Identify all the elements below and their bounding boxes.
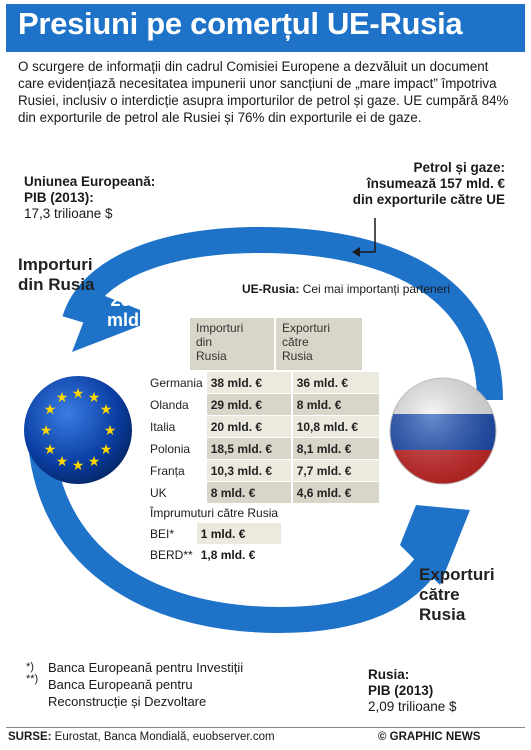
table-row: Olanda 29 mld. €8 mld. €	[146, 393, 379, 416]
svg-text:★: ★	[72, 458, 85, 474]
divider	[6, 727, 525, 728]
partners-table-header: Importuri din Rusia Exporturi către Rusi…	[190, 318, 362, 370]
exports-value: 8,1 mld. €	[290, 437, 379, 460]
svg-text:★: ★	[88, 454, 101, 470]
col1-line2: din	[196, 335, 213, 349]
loan-bank: BEI*	[150, 526, 175, 541]
country: Franța	[146, 459, 207, 482]
loan-amount: 1 mld. €	[196, 523, 281, 544]
svg-text:★: ★	[44, 442, 57, 458]
title-bar	[6, 4, 525, 52]
partners-title: UE-Rusia: Cei mai importanți parteneri	[242, 282, 450, 297]
eu-gdp-label: PIB (2013):	[24, 190, 94, 205]
svg-text:★: ★	[56, 454, 69, 470]
svg-text:★: ★	[44, 402, 57, 418]
loans-table: BEI* 1 mld. € BERD** 1,8 mld. €	[146, 523, 281, 565]
partners-title-bold: UE-Rusia:	[242, 282, 300, 296]
sources-text: Eurostat, Banca Mondială, euobserver.com	[51, 731, 275, 743]
footnote-marker-2: **)	[26, 673, 39, 685]
loan-row: BERD** 1,8 mld. €	[146, 544, 281, 565]
svg-text:★: ★	[88, 390, 101, 406]
footnote-line2: Banca Europeană pentru	[48, 677, 193, 692]
imports-value: 20 mld. €	[206, 415, 292, 438]
exports-value: 36 mld. €	[290, 372, 379, 394]
oil-gas-line2: însumează 157 mld. €	[366, 176, 505, 191]
exports-value: 4,6 mld. €	[290, 481, 379, 504]
col-exports-header: Exporturi către Rusia	[282, 321, 330, 363]
exports-value: 10,8 mld. €	[290, 415, 379, 438]
col2-line1: Exporturi	[282, 321, 331, 335]
intro-paragraph: O scurgere de informații din cadrul Comi…	[18, 59, 509, 125]
footnote-line1: Banca Europeană pentru Investiții	[48, 660, 244, 675]
exports-value: 8 mld. €	[290, 393, 379, 416]
country: Olanda	[146, 393, 207, 416]
loan-bank: BERD**	[150, 547, 193, 562]
col2-line2: către	[282, 335, 309, 349]
country: UK	[146, 481, 207, 504]
oil-gas-line1: Petrol și gaze:	[413, 160, 505, 175]
oil-gas-info: Petrol și gaze: însumează 157 mld. € din…	[353, 160, 505, 208]
exports-value: 7,7 mld. €	[290, 459, 379, 482]
col-imports-header: Importuri din Rusia	[196, 321, 243, 363]
eu-gdp-value: 17,3 trilioane $	[24, 206, 113, 221]
imports-label-line2: din Rusia	[18, 275, 95, 294]
sources: SURSE: Eurostat, Banca Mondială, euobser…	[8, 731, 275, 743]
imports-label-line1: Importuri	[18, 255, 93, 274]
country: Germania	[146, 372, 207, 394]
country: Polonia	[146, 437, 207, 460]
exports-label: Exporturi către Rusia	[419, 565, 495, 625]
russia-flag-icon	[389, 377, 497, 485]
footnotes: *) **) Banca Europeană pentru Investiții…	[26, 659, 243, 710]
loan-row: BEI* 1 mld. €	[146, 523, 281, 544]
table-row: Germania 38 mld. €36 mld. €	[146, 372, 379, 394]
svg-text:★: ★	[40, 423, 53, 439]
exports-value: 119,8 mld. €	[342, 531, 394, 571]
footnote-marker-1: *)	[26, 661, 34, 673]
imports-value: 10,3 mld. €	[206, 459, 292, 482]
svg-text:★: ★	[56, 390, 69, 406]
table-row: Franța 10,3 mld. €7,7 mld. €	[146, 459, 379, 482]
svg-text:★: ★	[72, 386, 85, 402]
imports-value: 38 mld. €	[206, 372, 292, 394]
col1-line1: Importuri	[196, 321, 244, 335]
svg-text:★: ★	[100, 402, 113, 418]
page-title: Presiuni pe comerțul UE-Rusia	[18, 6, 463, 41]
footnote-line3: Reconstrucție și Dezvoltare	[48, 694, 207, 709]
svg-text:★: ★	[104, 423, 117, 439]
partners-table: Germania 38 mld. €36 mld. € Olanda 29 mld. …	[146, 372, 379, 504]
partners-title-rest: Cei mai importanți parteneri	[299, 282, 451, 296]
imports-value: 29 mld. €	[206, 393, 292, 416]
col1-line3: Rusia	[196, 349, 227, 363]
country: Italia	[146, 415, 207, 438]
imports-value: 18,5 mld. €	[206, 437, 292, 460]
col2-line3: Rusia	[282, 349, 313, 363]
russia-name: Rusia:	[368, 667, 410, 682]
russia-info: Rusia: PIB (2013) 2,09 trilioane $	[368, 667, 457, 715]
table-row: Italia 20 mld. €10,8 mld. €	[146, 415, 379, 438]
loans-title: Împrumuturi către Rusia	[150, 506, 279, 520]
eu-name: Uniunea Europeană:	[24, 174, 156, 189]
eu-info: Uniunea Europeană: PIB (2013): 17,3 tril…	[24, 174, 155, 222]
oil-gas-line3: din exporturile către UE	[352, 192, 505, 207]
table-row: Polonia 18,5 mld. €8,1 mld. €	[146, 437, 379, 460]
sources-label: SURSE:	[8, 731, 52, 743]
exports-label-line3: Rusia	[419, 605, 466, 624]
table-row: UK 8 mld. €4,6 mld. €	[146, 481, 379, 504]
imports-label: Importuri din Rusia	[18, 255, 95, 295]
russia-gdp-value: 2,09 trilioane $	[368, 699, 457, 714]
imports-value: 8 mld. €	[206, 481, 292, 504]
exports-label-line2: către	[419, 585, 460, 604]
exports-label-line1: Exporturi	[419, 565, 495, 584]
imports-value: 206,5 mld. €	[107, 290, 159, 330]
svg-text:★: ★	[100, 442, 113, 458]
credit: © GRAPHIC NEWS	[378, 731, 481, 743]
russia-gdp-label: PIB (2013)	[368, 683, 434, 698]
eu-flag-icon: ★ ★★ ★★★ ★★★ ★★★	[24, 376, 132, 484]
loan-amount: 1,8 mld. €	[196, 544, 281, 565]
imports-value-unit: mld. €	[107, 310, 160, 330]
exports-value-unit: mld. €	[342, 551, 395, 571]
imports-value-number: 206,5	[110, 290, 156, 310]
exports-value-number: 119,8	[345, 531, 391, 551]
